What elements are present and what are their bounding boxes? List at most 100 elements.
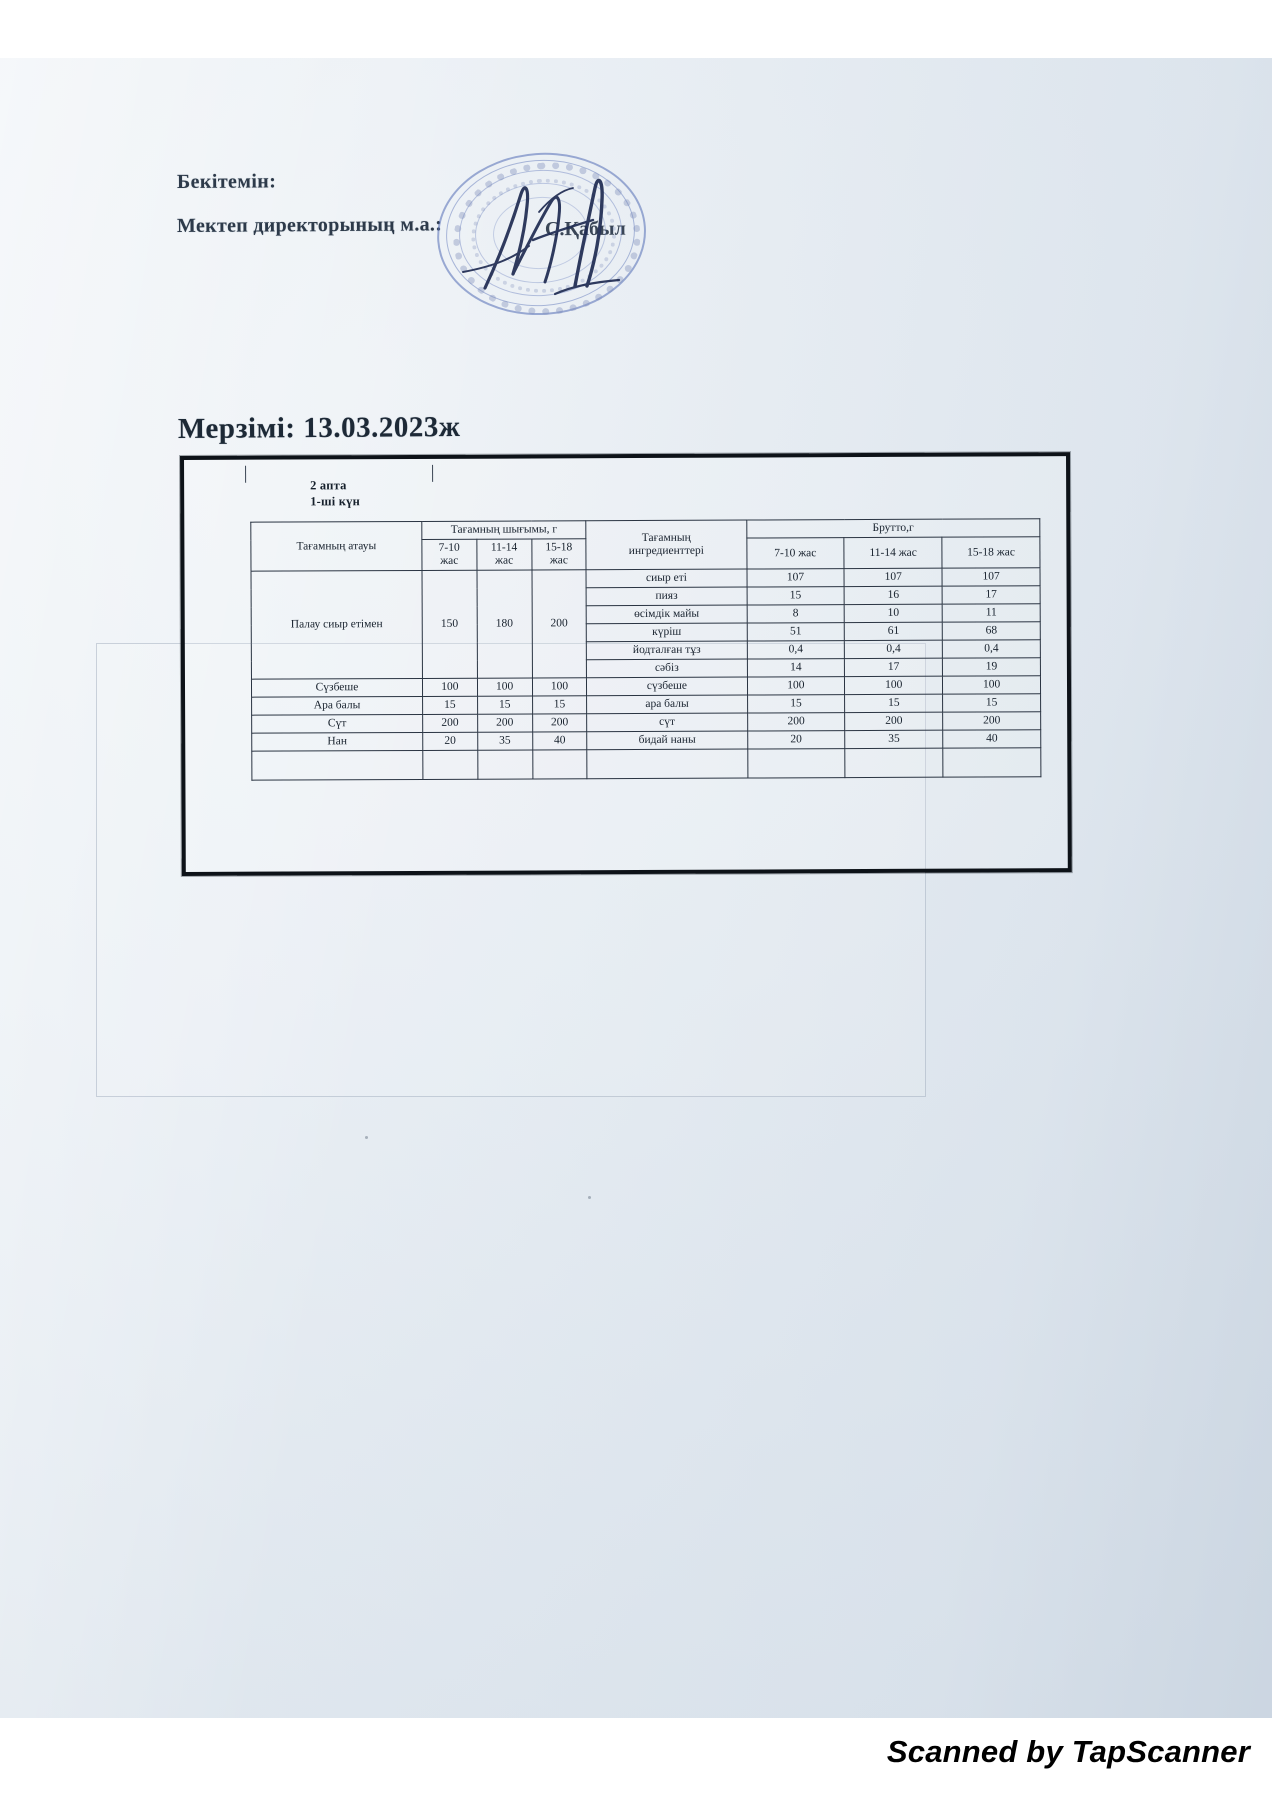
cell-empty [942,747,1041,778]
cell-brutto-0: 15 [747,694,845,714]
cell-yield-1: 100 [477,677,533,697]
scan-artifact-text [300,318,309,348]
approval-label: Бекітемін: [176,170,277,193]
cell-empty [477,749,533,780]
menu-table-frame: 2 апта 1-ші күн Тағамның атауы Тағамның … [180,452,1072,876]
scanned-by-watermark: Scanned by TapScanner [886,1734,1250,1769]
table-empty-row [251,747,1041,781]
cell-yield-2: 200 [531,569,587,678]
scan-speck [365,1136,368,1139]
scan-artifact-rectangle [96,643,926,1097]
cell-empty [532,749,588,779]
scanner-footer: Scanned by TapScanner [0,1722,1272,1800]
cell-ingredient: сиыр еті [586,569,747,588]
cell-yield-0: 20 [422,732,478,751]
cell-brutto-1: 10 [844,604,943,623]
cell-brutto-0: 20 [747,730,846,750]
frame-tick [432,464,434,482]
cell-brutto-1: 35 [845,730,943,749]
cell-brutto-2: 15 [942,693,1041,713]
cell-yield-2: 200 [532,713,588,732]
cell-yield-1: 15 [477,695,533,715]
cell-brutto-1: 0,4 [844,640,943,659]
th-brutto-age-11-14: 11-14 жас [844,537,943,569]
cell-yield-0: 100 [422,678,478,697]
cell-ingredient: бидай наны [587,731,748,750]
cell-brutto-0: 15 [746,586,845,606]
cell-brutto-0: 0,4 [746,640,845,660]
scanned-document-page: Бекітемін: Мектеп директорының м.а.: С.Қ… [0,58,1272,1718]
cell-yield-0: 200 [422,714,478,733]
cell-brutto-1: 16 [844,586,943,605]
menu-table-head: Тағамның атауы Тағамның шығымы, г Тағамн… [250,518,1040,572]
cell-brutto-1: 200 [844,712,943,731]
cell-yield-2: 15 [532,695,587,714]
cell-brutto-2: 17 [942,585,1041,605]
cell-brutto-2: 11 [942,603,1041,623]
menu-table-body: Палау сиыр етімен 150 180 200 сиыр еті 107 107… [251,567,1041,781]
th-brutto-age-7-10: 7-10 жас [746,537,845,570]
cell-ingredient: күріш [586,623,747,642]
th-brutto-age-15-18: 15-18 жас [941,536,1040,569]
round-stamp-icon [431,145,652,323]
cell-empty [845,748,944,778]
cell-brutto-1: 107 [844,568,943,587]
cell-empty [422,750,478,780]
cell-dish-name: Сүт [251,714,423,734]
cell-dish-name: Нан [251,732,423,752]
page-top-margin [0,0,1272,58]
scan-speck [588,1196,591,1199]
cell-yield-2: 100 [532,677,587,696]
scan-artifact-text [560,978,567,1001]
scan-artifact-text [270,368,278,394]
cell-brutto-0: 107 [746,568,845,588]
cell-brutto-0: 100 [746,676,845,696]
cell-dish-name: Палау сиыр етімен [251,570,423,680]
menu-table: Тағамның атауы Тағамның шығымы, г Тағамн… [250,518,1041,781]
cell-ingredient: сүт [586,713,748,732]
director-label: Мектеп директорының м.а.: [176,213,443,237]
th-yield-age-11-14: 11-14 жас [476,538,532,571]
cell-yield-1: 200 [477,713,533,733]
cell-brutto-2: 40 [942,729,1041,749]
cell-ingredient: йодталған тұз [586,641,747,660]
cell-brutto-2: 200 [942,711,1041,731]
cell-empty [251,750,423,781]
th-dish-name: Тағамның атауы [250,521,422,572]
cell-brutto-2: 107 [942,567,1041,587]
cell-dish-name: Сүзбеше [251,678,423,698]
cell-dish-name: Ара балы [251,696,423,716]
cell-yield-1: 180 [476,569,533,679]
cell-ingredient: пияз [586,587,747,606]
cell-brutto-2: 0,4 [942,639,1041,659]
cell-brutto-0: 8 [746,604,845,624]
cell-ingredient: өсімдік майы [586,605,747,624]
cell-brutto-1: 15 [844,694,943,713]
cell-yield-2: 40 [532,731,588,750]
cell-brutto-1: 17 [844,658,943,677]
cell-brutto-0: 51 [746,622,845,642]
week-day-label: 2 апта 1-ші күн [310,478,361,509]
frame-tick [245,465,247,483]
date-label: Мерзімі: 13.03.2023ж [177,411,461,445]
cell-brutto-2: 100 [942,675,1041,695]
cell-empty [587,749,748,779]
cell-ingredient: сүзбеше [586,677,748,696]
cell-brutto-0: 14 [746,658,845,678]
th-yield-age-15-18: 15-18 жас [531,538,587,570]
cell-brutto-2: 68 [942,621,1041,641]
cell-yield-0: 15 [422,696,478,715]
th-brutto-group: Брутто,г [746,518,1040,539]
cell-yield-1: 35 [477,731,533,751]
cell-brutto-0: 200 [747,712,846,732]
cell-empty [747,748,846,779]
cell-yield-0: 150 [421,570,478,679]
cell-brutto-1: 61 [844,622,943,641]
cell-ingredient: сәбіз [586,659,747,678]
th-yield-age-7-10: 7-10 жас [421,539,477,571]
cell-brutto-2: 19 [942,657,1041,677]
th-yield-group: Тағамның шығымы, г [421,520,587,540]
cell-brutto-1: 100 [844,676,943,695]
th-ingredients: Тағамның ингредиенттері [586,520,747,570]
cell-ingredient: ара балы [586,695,748,714]
